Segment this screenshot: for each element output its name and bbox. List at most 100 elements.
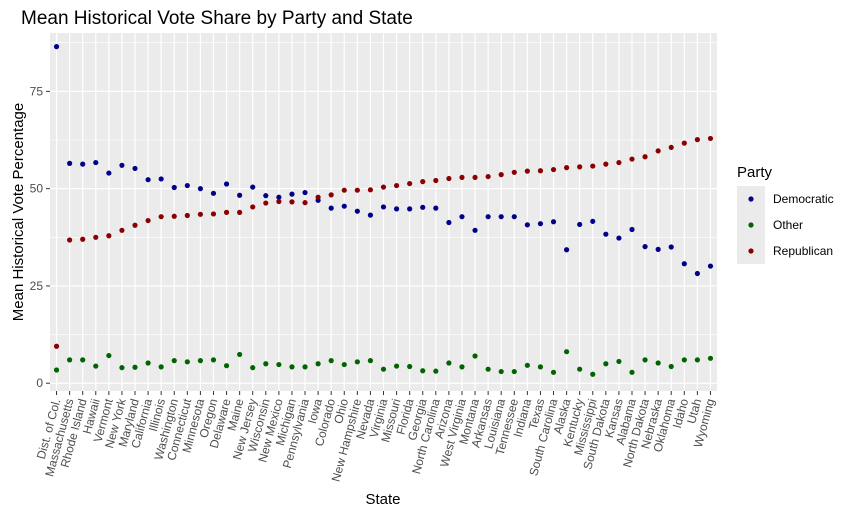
point-democratic xyxy=(368,213,373,218)
point-other xyxy=(67,357,72,362)
point-other xyxy=(433,369,438,374)
point-republican xyxy=(263,200,268,205)
point-democratic xyxy=(525,222,530,227)
point-democratic xyxy=(329,206,334,211)
point-other xyxy=(106,353,111,358)
point-other xyxy=(54,367,59,372)
point-republican xyxy=(159,214,164,219)
point-democratic xyxy=(564,247,569,252)
point-republican xyxy=(211,211,216,216)
point-republican xyxy=(433,178,438,183)
point-other xyxy=(93,363,98,368)
point-other xyxy=(656,360,661,365)
point-other xyxy=(525,363,530,368)
point-other xyxy=(119,365,124,370)
point-democratic xyxy=(54,44,59,49)
point-other xyxy=(80,357,85,362)
point-other xyxy=(616,359,621,364)
point-republican xyxy=(54,344,59,349)
point-republican xyxy=(420,179,425,184)
point-republican xyxy=(577,164,582,169)
point-other xyxy=(237,352,242,357)
point-democratic xyxy=(342,204,347,209)
point-republican xyxy=(472,175,477,180)
chart-title: Mean Historical Vote Share by Party and … xyxy=(21,8,413,29)
point-democratic xyxy=(263,193,268,198)
point-other xyxy=(642,357,647,362)
y-tick-label: 0 xyxy=(36,376,43,390)
point-democratic xyxy=(119,163,124,168)
point-republican xyxy=(276,199,281,204)
point-democratic xyxy=(486,214,491,219)
point-other xyxy=(329,358,334,363)
point-republican xyxy=(656,148,661,153)
point-democratic xyxy=(551,219,556,224)
point-republican xyxy=(512,170,517,175)
point-other xyxy=(682,357,687,362)
point-republican xyxy=(525,169,530,174)
point-democratic xyxy=(132,166,137,171)
point-other xyxy=(381,367,386,372)
y-axis-ticks: 0255075 xyxy=(30,84,50,390)
point-other xyxy=(211,357,216,362)
point-republican xyxy=(289,199,294,204)
point-other xyxy=(250,365,255,370)
point-democratic xyxy=(67,161,72,166)
point-republican xyxy=(119,228,124,233)
point-republican xyxy=(708,136,713,141)
legend-label: Other xyxy=(773,218,803,232)
point-republican xyxy=(394,183,399,188)
point-republican xyxy=(342,188,347,193)
point-other xyxy=(407,364,412,369)
point-other xyxy=(551,370,556,375)
point-democratic xyxy=(499,214,504,219)
point-other xyxy=(355,359,360,364)
point-republican xyxy=(499,172,504,177)
point-democratic xyxy=(224,181,229,186)
point-other xyxy=(590,372,595,377)
point-republican xyxy=(316,195,321,200)
point-republican xyxy=(682,141,687,146)
point-republican xyxy=(106,233,111,238)
point-republican xyxy=(564,165,569,170)
point-republican xyxy=(80,237,85,242)
point-other xyxy=(695,357,700,362)
point-democratic xyxy=(695,271,700,276)
point-other xyxy=(132,365,137,370)
point-other xyxy=(472,353,477,358)
point-republican xyxy=(538,168,543,173)
point-republican xyxy=(551,167,556,172)
point-democratic xyxy=(433,206,438,211)
point-republican xyxy=(172,214,177,219)
point-other xyxy=(499,369,504,374)
point-republican xyxy=(590,163,595,168)
point-democratic xyxy=(185,183,190,188)
point-other xyxy=(708,356,713,361)
point-other xyxy=(159,364,164,369)
legend-key-republican xyxy=(748,248,753,253)
point-other xyxy=(302,364,307,369)
point-democratic xyxy=(93,160,98,165)
point-democratic xyxy=(172,185,177,190)
point-democratic xyxy=(302,190,307,195)
point-other xyxy=(185,359,190,364)
point-other xyxy=(289,364,294,369)
point-other xyxy=(603,361,608,366)
x-axis-ticks: Dist. of Col.MassachusettsRhode IslandHa… xyxy=(34,391,717,483)
point-democratic xyxy=(289,192,294,197)
point-democratic xyxy=(669,244,674,249)
point-republican xyxy=(237,210,242,215)
point-democratic xyxy=(629,227,634,232)
point-other xyxy=(394,363,399,368)
point-democratic xyxy=(250,184,255,189)
point-other xyxy=(420,368,425,373)
point-republican xyxy=(355,188,360,193)
point-democratic xyxy=(446,220,451,225)
legend-label: Democratic xyxy=(773,192,834,206)
point-other xyxy=(198,358,203,363)
point-republican xyxy=(642,154,647,159)
point-republican xyxy=(224,210,229,215)
point-republican xyxy=(329,192,334,197)
point-republican xyxy=(93,235,98,240)
point-republican xyxy=(603,162,608,167)
